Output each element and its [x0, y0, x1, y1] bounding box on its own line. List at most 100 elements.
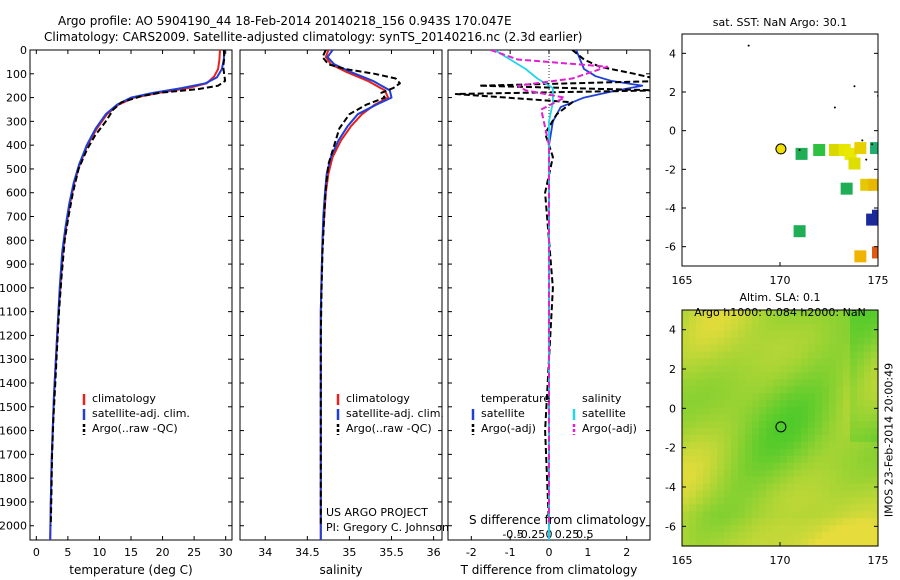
sla-cell [780, 351, 788, 360]
sla-cell [745, 511, 753, 519]
sla-cell [787, 372, 795, 381]
sla-ytick-label: -6 [665, 520, 676, 533]
sst-point [868, 178, 878, 191]
sla-cell [801, 483, 809, 492]
sla-cell [766, 421, 774, 429]
sla-cell [759, 358, 767, 367]
sla-cell [717, 351, 725, 360]
sla-cell [815, 310, 823, 318]
sla-cell [871, 344, 879, 353]
sla-cell [682, 407, 690, 415]
sla-cell [703, 462, 711, 471]
sla-cell [822, 469, 830, 478]
sla-cell [766, 476, 774, 485]
sla-cell [780, 539, 788, 547]
sla-cell [682, 469, 690, 478]
sla-cell [759, 400, 767, 408]
y-tick-label: 1800 [0, 472, 27, 485]
sla-cell [843, 532, 851, 540]
sla-cell [822, 365, 830, 374]
island-dot [861, 139, 864, 142]
sla-cell [836, 525, 844, 533]
sla-cell [766, 407, 774, 415]
sla-cell [808, 490, 816, 499]
sst-xtick-label: 170 [770, 274, 791, 287]
sla-cell [717, 448, 725, 457]
sla-cell [801, 330, 809, 339]
sla-cell [857, 393, 865, 401]
sla-cell [696, 400, 704, 408]
sla-cell [773, 407, 781, 415]
sla-cell [745, 400, 753, 408]
sla-cell [717, 400, 725, 408]
sla-cell [724, 421, 732, 429]
sla-cell [773, 525, 781, 533]
sla-cell [850, 414, 858, 422]
sla-cell [689, 428, 697, 436]
sla-cell [724, 316, 732, 325]
sla-cell [864, 372, 872, 381]
sla-cell [843, 379, 851, 387]
sla-cell [864, 310, 872, 318]
sla-cell [696, 316, 704, 325]
sla-cell [794, 337, 802, 346]
sla-cell [864, 469, 872, 478]
sla-cell [766, 539, 774, 547]
sla-cell [745, 448, 753, 457]
sst-point [795, 147, 808, 160]
sla-cell [689, 393, 697, 401]
sla-cell [801, 400, 809, 408]
sla-cell [850, 344, 858, 353]
sla-cell [843, 448, 851, 457]
sla-cell [689, 386, 697, 394]
sla-cell [724, 490, 732, 499]
series-temperature-satellite [548, 50, 644, 540]
sla-cell [829, 490, 837, 499]
sla-cell [731, 400, 739, 408]
sla-cell [773, 358, 781, 367]
sla-cell [808, 448, 816, 457]
sla-cell [745, 393, 753, 401]
sla-cell [724, 504, 732, 512]
sla-cell [710, 344, 718, 353]
sla-cell [857, 344, 865, 353]
sla-cell [850, 511, 858, 519]
sla-cell [724, 310, 732, 318]
sla-cell [787, 400, 795, 408]
sla-cell [836, 358, 844, 367]
sla-cell [766, 400, 774, 408]
sla-cell [815, 316, 823, 325]
sla-cell [738, 365, 746, 374]
sst-point [828, 144, 841, 156]
sla-cell [689, 462, 697, 471]
top-tick-label: -0.25 [517, 528, 545, 541]
sla-cell [766, 428, 774, 436]
sla-cell [682, 448, 690, 457]
sla-cell [780, 511, 788, 519]
sla-cell [780, 316, 788, 325]
sla-cell [773, 462, 781, 471]
sla-cell [787, 497, 795, 505]
sla-cell [857, 351, 865, 360]
sla-cell [745, 469, 753, 478]
sla-cell [780, 434, 788, 443]
sla-cell [724, 518, 732, 526]
sla-cell [843, 358, 851, 367]
sla-cell [745, 421, 753, 429]
sla-cell [710, 469, 718, 478]
sla-cell [738, 310, 746, 318]
sla-cell [864, 337, 872, 346]
sla-cell [752, 372, 760, 381]
sla-cell [689, 310, 697, 318]
top-tick-label: 0.25 [555, 528, 580, 541]
sla-cell [724, 462, 732, 471]
top-tick-label: -0.5 [502, 528, 523, 541]
sla-cell [752, 358, 760, 367]
sst-point [872, 246, 878, 259]
sla-cell [766, 504, 774, 512]
sla-cell [724, 400, 732, 408]
sla-cell [766, 379, 774, 387]
sla-cell [745, 441, 753, 450]
sla-cell [850, 358, 858, 367]
x-tick-label: 0 [546, 546, 553, 559]
